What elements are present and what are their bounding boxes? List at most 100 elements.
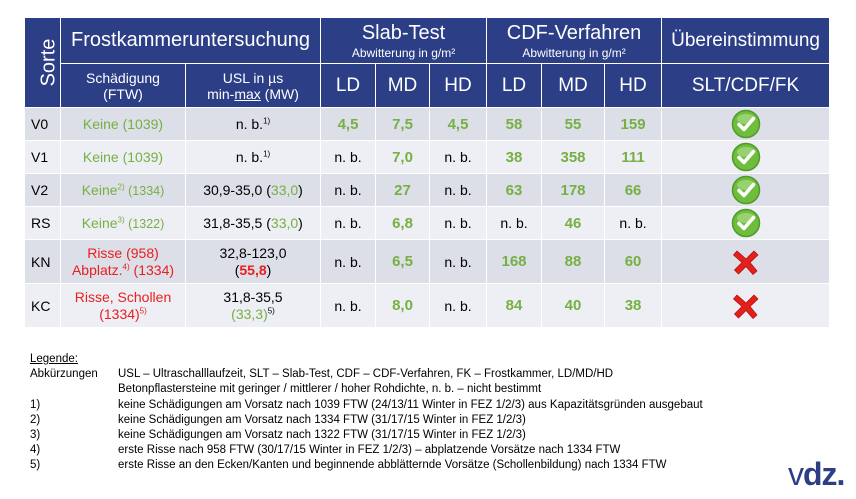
row-cdf-md: 178	[541, 173, 606, 207]
row-cdf-md: 358	[541, 140, 606, 174]
legend-text: erste Risse an den Ecken/Kanten und begi…	[118, 459, 667, 472]
row-cdf-hd: 38	[604, 283, 663, 328]
legend-text: erste Risse nach 958 FTW (30/17/15 Winte…	[118, 444, 621, 457]
row-match	[661, 206, 831, 240]
row-match	[661, 140, 831, 174]
row-usl: n. b.1)	[184, 140, 322, 174]
row-sorte: V2	[24, 173, 61, 207]
legend-abbr-cont: Betonpflastersteine mit geringer / mittl…	[30, 382, 703, 397]
legend-key: 1)	[30, 398, 41, 411]
header-cdf-hd: HD	[604, 63, 663, 108]
row-slt-md: 8,0	[375, 283, 431, 328]
row-cdf-hd: 66	[604, 173, 663, 207]
row-cdf-ld: 38	[486, 140, 543, 174]
row-slt-hd: n. b.	[429, 173, 488, 207]
legend-text: Betonpflastersteine mit geringer / mittl…	[118, 383, 542, 396]
row-usl: 31,8-35,5 (33,0)	[184, 206, 322, 240]
row-cdf-ld: 58	[486, 107, 543, 141]
row-cdf-ld: 84	[486, 283, 543, 328]
results-table: Sorte Frostkammeruntersuchung Slab-Test A…	[24, 17, 831, 328]
row-sorte: RS	[24, 206, 61, 240]
row-sorte: V0	[24, 107, 61, 141]
legend-note: 5) erste Risse an den Ecken/Kanten und b…	[30, 458, 703, 473]
row-usl: 32,8-123,0 (55,8)	[184, 239, 322, 284]
row-cdf-ld: n. b.	[486, 206, 543, 240]
row-slt-ld: n. b.	[320, 173, 377, 207]
legend-text: keine Schädigungen am Vorsatz nach 1334 …	[118, 413, 526, 426]
legend-abbr: Abkürzungen USL – Ultraschalllaufzeit, S…	[30, 367, 703, 382]
row-slt-hd: n. b.	[429, 140, 488, 174]
legend: Legende: Abkürzungen USL – Ultraschallla…	[30, 352, 703, 474]
header-uebereinstimmung: Übereinstimmung	[661, 17, 831, 64]
vdz-logo: vdz.	[788, 456, 845, 492]
table-row: V1 Keine (1039) n. b.1) n. b. 7,0 n. b. …	[24, 140, 831, 174]
legend-note: 3) keine Schädigungen am Vorsatz nach 13…	[30, 428, 703, 443]
row-usl: n. b.1)	[184, 107, 322, 141]
legend-key: Abkürzungen	[30, 368, 98, 381]
row-schaedigung: Keine (1039)	[60, 107, 186, 141]
row-usl: 30,9-35,0 (33,0)	[184, 173, 322, 207]
row-cdf-ld: 63	[486, 173, 543, 207]
legend-text: keine Schädigungen am Vorsatz nach 1039 …	[118, 398, 703, 411]
row-slt-hd: n. b.	[429, 206, 488, 240]
row-slt-hd: n. b.	[429, 283, 488, 328]
legend-title: Legende:	[30, 353, 78, 365]
red-cross-icon	[732, 294, 758, 319]
row-match	[661, 283, 831, 328]
row-cdf-md: 55	[541, 107, 606, 141]
header-frostkammer: Frostkammeruntersuchung	[59, 17, 322, 64]
row-slt-md: 6,5	[375, 239, 431, 284]
row-slt-ld: n. b.	[320, 239, 377, 284]
row-sorte: V1	[24, 140, 61, 174]
row-slt-hd: n. b.	[429, 239, 488, 284]
row-match	[661, 239, 831, 284]
row-slt-md: 6,8	[375, 206, 431, 240]
legend-note: 4) erste Risse nach 958 FTW (30/17/15 Wi…	[30, 443, 703, 458]
row-slt-ld: n. b.	[320, 140, 377, 174]
row-slt-ld: n. b.	[320, 283, 377, 328]
row-slt-hd: 4,5	[429, 107, 488, 141]
row-match	[661, 107, 831, 141]
table-row: V0 Keine (1039) n. b.1) 4,5 7,5 4,5 58 5…	[24, 107, 831, 141]
row-match	[661, 173, 831, 207]
legend-text: USL – Ultraschalllaufzeit, SLT – Slab-Te…	[118, 368, 614, 381]
header-slt-md: MD	[375, 63, 431, 108]
row-slt-ld: 4,5	[320, 107, 377, 141]
header-cdf-md: MD	[541, 63, 606, 108]
table-row: KC Risse, Schollen (1334)5) 31,8-35,5 (33,…	[24, 283, 831, 328]
header-cdf: CDF-Verfahren Abwitterung in g/m²	[486, 17, 663, 64]
red-cross-icon	[732, 250, 758, 275]
check-circle-icon	[731, 142, 760, 172]
row-cdf-ld: 168	[486, 239, 543, 284]
check-circle-icon	[731, 109, 760, 139]
legend-key: 3)	[30, 429, 41, 442]
table-row: KN Risse (958) Abplatz.4) (1334) 32,8-123…	[24, 239, 831, 284]
row-cdf-hd: 159	[604, 107, 663, 141]
row-slt-md: 7,0	[375, 140, 431, 174]
row-slt-md: 7,5	[375, 107, 431, 141]
legend-note: 1) keine Schädigungen am Vorsatz nach 10…	[30, 398, 703, 413]
row-cdf-md: 88	[541, 239, 606, 284]
legend-key: 2)	[30, 413, 41, 426]
legend-text: keine Schädigungen am Vorsatz nach 1322 …	[118, 429, 526, 442]
header-slt-hd: HD	[429, 63, 488, 108]
row-schaedigung: Keine3) (1322)	[60, 206, 186, 240]
row-schaedigung: Keine (1039)	[60, 140, 186, 174]
header-schaedigung: Schädigung (FTW)	[60, 63, 186, 108]
row-schaedigung: Risse, Schollen (1334)5)	[60, 283, 186, 328]
legend-key: 4)	[30, 444, 41, 457]
check-circle-icon	[731, 175, 760, 205]
header-slt-cdf-fk: SLT/CDF/FK	[661, 63, 831, 108]
header-sorte: Sorte	[24, 17, 61, 108]
row-schaedigung: Risse (958) Abplatz.4) (1334)	[60, 239, 186, 284]
table-row: RS Keine3) (1322) 31,8-35,5 (33,0) n. b.…	[24, 206, 831, 240]
row-cdf-md: 46	[541, 206, 606, 240]
row-cdf-hd: 111	[604, 140, 663, 174]
header-cdf-ld: LD	[486, 63, 543, 108]
legend-key: 5)	[30, 459, 41, 472]
header-usl: USL in µs min-max (MW)	[184, 63, 322, 108]
row-cdf-hd: n. b.	[604, 206, 663, 240]
row-schaedigung: Keine2) (1334)	[60, 173, 186, 207]
row-slt-md: 27	[375, 173, 431, 207]
row-slt-ld: n. b.	[320, 206, 377, 240]
